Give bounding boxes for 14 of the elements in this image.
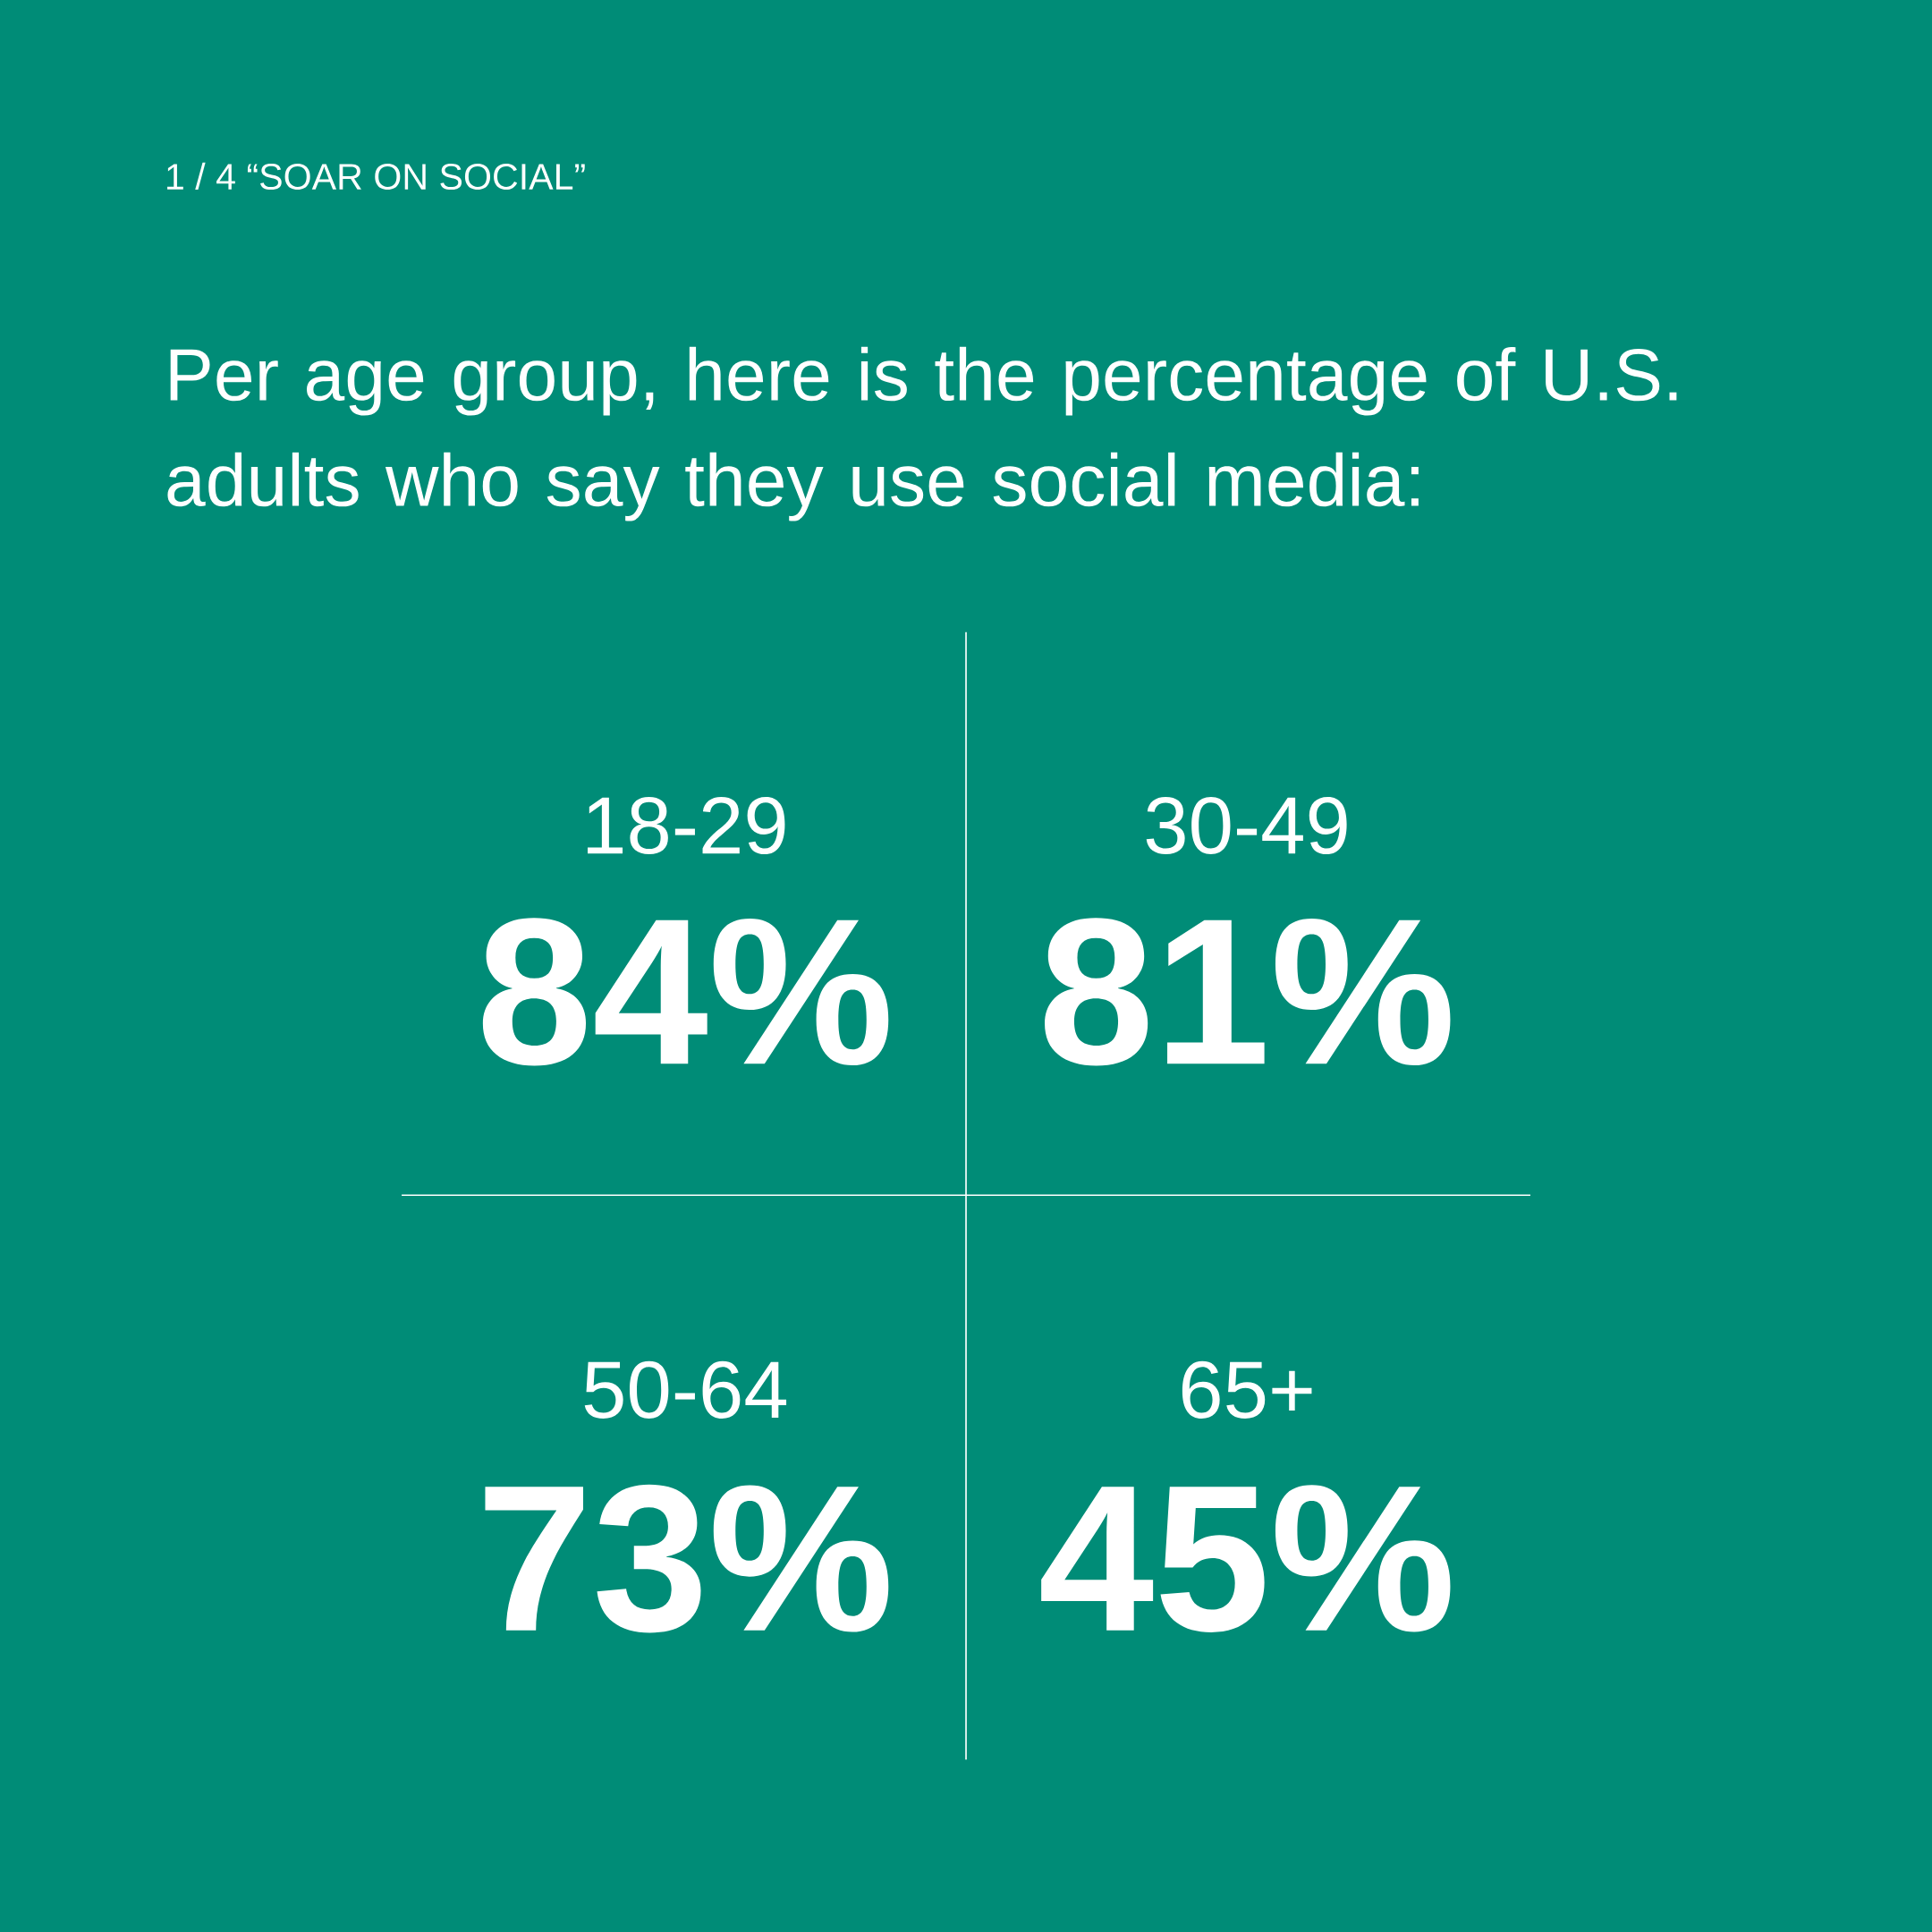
text: %	[713, 918, 889, 1066]
text: %	[1275, 1485, 1451, 1632]
category-label: 18-29	[588, 796, 785, 855]
category-label: 50-64	[584, 1360, 787, 1419]
data-label: 45	[1041, 1487, 1265, 1632]
data-label: 73	[485, 1484, 701, 1633]
category-label: 65+	[1182, 1360, 1312, 1419]
text: 1 / 4 “SOAR ON SOCIAL”	[167, 162, 585, 191]
data-label: 81	[1045, 918, 1265, 1066]
data-label: 84	[482, 918, 708, 1066]
text: %	[1275, 918, 1451, 1066]
text: %	[713, 1485, 889, 1632]
text: Per age group, here is the percentage of U.S. adults who say they use social media:	[167, 346, 1677, 521]
category-label: 30-49	[1146, 796, 1347, 855]
